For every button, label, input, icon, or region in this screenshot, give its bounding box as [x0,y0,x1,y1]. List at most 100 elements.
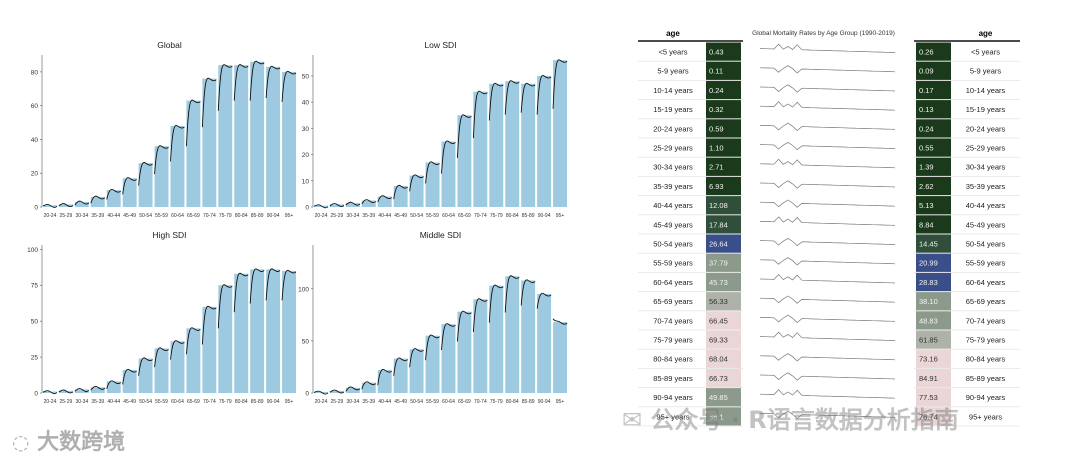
value-cell-left [706,100,741,119]
bar [457,115,472,207]
value-cell-right [916,80,951,100]
table-row: 10-14 years 0.24 0.17 10-14 years [638,80,1020,100]
value-cell-right [916,407,951,426]
trend-line [552,318,568,325]
x-tick-label: 70-74 [474,213,487,219]
trend-line [58,389,74,394]
trend-line [361,381,377,390]
x-tick-label: 95+ [285,213,294,219]
age-label-right: 40-44 years [966,201,1006,210]
bar [345,387,360,393]
value-left: 49.85 [709,393,728,402]
x-tick-label: 90-94 [267,399,280,405]
y-tick-label: 80 [31,69,39,76]
panel-3: Middle SDI 0 50 100 20-24 25-29 30-34 35-39 40-4… [298,230,568,405]
trend-line [409,348,424,368]
panel-title: Middle SDI [420,230,462,240]
bar [90,196,105,207]
value-cell-right [916,61,951,80]
value-right: 20.99 [919,259,938,268]
value-cell-left [706,311,741,330]
x-tick-label: 60-64 [171,399,184,405]
age-label-left: <5 years [659,48,688,57]
trend-line [42,390,58,395]
x-tick-label: 65-69 [187,213,200,219]
age-label-left: 85-89 years [653,374,693,383]
bar [250,269,265,393]
table-row: 30-34 years 2.71 1.39 30-34 years [638,157,1020,177]
x-tick-label: 55-59 [426,213,439,219]
x-tick-label: 25-29 [60,213,73,219]
value-cell-right [916,368,951,388]
age-label-left: 35-39 years [653,182,693,191]
value-right: 2.62 [919,182,934,191]
watermark-left: ◌ 大数跨境 [12,424,125,456]
age-label-right: 25-29 years [966,144,1006,153]
value-right: 0.26 [919,48,934,57]
age-label-right: 90-94 years [966,393,1006,402]
value-cell-left [706,272,741,292]
trend-line [122,368,137,385]
value-left: 69.33 [709,336,728,345]
table-row: 65-69 years 56.33 38.10 65-69 years [638,292,1020,312]
sparkline [759,199,896,208]
x-tick-label: 30-34 [346,399,359,405]
x-tick-label: 65-69 [187,399,200,405]
bar [138,358,153,393]
age-label-right: 20-24 years [966,124,1006,133]
trend-line [90,386,106,391]
x-tick-label: 55-59 [155,399,168,405]
x-tick-label: 85-89 [522,213,535,219]
value-cell-right [916,215,951,234]
value-cell-right [916,42,951,61]
age-label-left: 80-84 years [653,355,693,364]
age-label-right: 50-54 years [966,240,1006,249]
value-right: 8.84 [919,220,934,229]
trend-line [456,310,472,342]
age-label-right: 60-64 years [966,278,1006,287]
trend-line [233,64,249,101]
value-cell-left [706,42,741,61]
x-tick-label: 65-69 [458,399,471,405]
trend-line [201,305,217,345]
value-right: 5.13 [919,201,934,210]
sparkline [759,65,896,74]
age-label-left: 20-24 years [653,124,693,133]
x-tick-label: 50-54 [139,213,152,219]
bar [106,190,121,207]
value-cell-left [706,119,741,138]
value-right: 61.85 [919,336,938,345]
trend-line [249,60,265,101]
table-row: 40-44 years 12.08 5.13 40-44 years [638,196,1020,216]
age-label-right: 55-59 years [966,259,1006,268]
trend-line [106,188,122,200]
bar [505,81,520,207]
trend-line [281,269,297,301]
trend-line [377,369,393,386]
x-tick-label: 40-44 [378,399,391,405]
watermark-right: ✉ 公众号 · R语言数据分析指南 [622,400,959,435]
trend-line [329,203,345,207]
x-tick-label: 35-39 [91,399,104,405]
sparkline [759,180,896,189]
x-tick-label: 40-44 [378,213,391,219]
x-tick-label: 30-34 [346,213,359,219]
trend-line [58,203,74,208]
table-row: 25-29 years 1.10 0.55 25-29 years [638,138,1020,158]
x-tick-label: 90-94 [538,399,551,405]
bar [43,205,57,207]
age-label-right: 45-49 years [966,220,1006,229]
value-left: 37.79 [709,259,728,268]
bar [425,335,440,393]
value-left: 45.73 [709,278,728,287]
sparkline [759,84,896,93]
y-tick-label: 0 [305,391,309,398]
trend-line [472,90,488,139]
trend-line [90,195,106,204]
bar [329,204,344,207]
trend-line [345,201,361,206]
x-tick-label: 40-44 [107,213,120,219]
x-tick-label: 80-84 [506,399,519,405]
x-tick-label: 85-89 [251,213,264,219]
table-row: 45-49 years 17.84 8.84 45-49 years [638,215,1020,235]
